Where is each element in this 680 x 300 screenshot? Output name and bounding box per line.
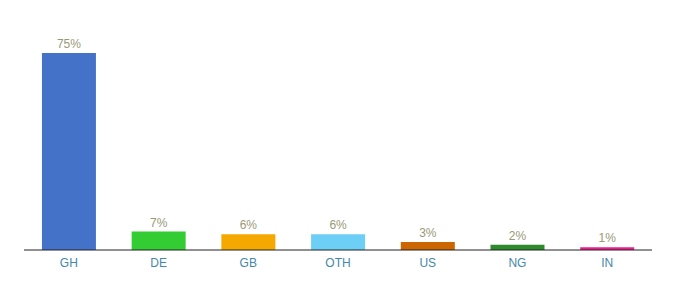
svg-text:DE: DE bbox=[150, 256, 167, 270]
svg-text:1%: 1% bbox=[599, 231, 617, 245]
svg-text:6%: 6% bbox=[240, 218, 258, 232]
svg-text:6%: 6% bbox=[329, 218, 347, 232]
svg-text:75%: 75% bbox=[57, 37, 81, 51]
svg-text:IN: IN bbox=[601, 256, 613, 270]
svg-text:OTH: OTH bbox=[325, 256, 350, 270]
svg-text:GB: GB bbox=[240, 256, 257, 270]
svg-text:GH: GH bbox=[60, 256, 78, 270]
svg-text:3%: 3% bbox=[419, 226, 437, 240]
svg-text:NG: NG bbox=[508, 256, 526, 270]
svg-text:7%: 7% bbox=[150, 216, 168, 230]
svg-text:US: US bbox=[419, 256, 436, 270]
svg-text:2%: 2% bbox=[509, 229, 527, 243]
